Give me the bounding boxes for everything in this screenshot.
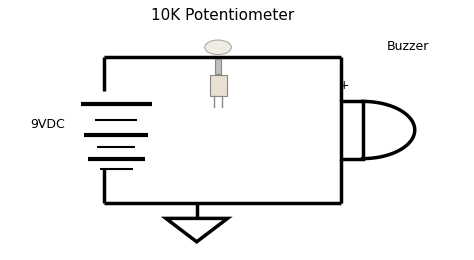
Text: +: + [338, 79, 349, 92]
Bar [341, 101, 363, 159]
Text: Buzzer: Buzzer [386, 40, 429, 53]
Text: 10K Potentiometer: 10K Potentiometer [151, 8, 294, 23]
Bar [210, 75, 227, 96]
Text: 9VDC: 9VDC [30, 118, 65, 131]
Circle shape [205, 40, 231, 55]
Bar [215, 58, 221, 74]
